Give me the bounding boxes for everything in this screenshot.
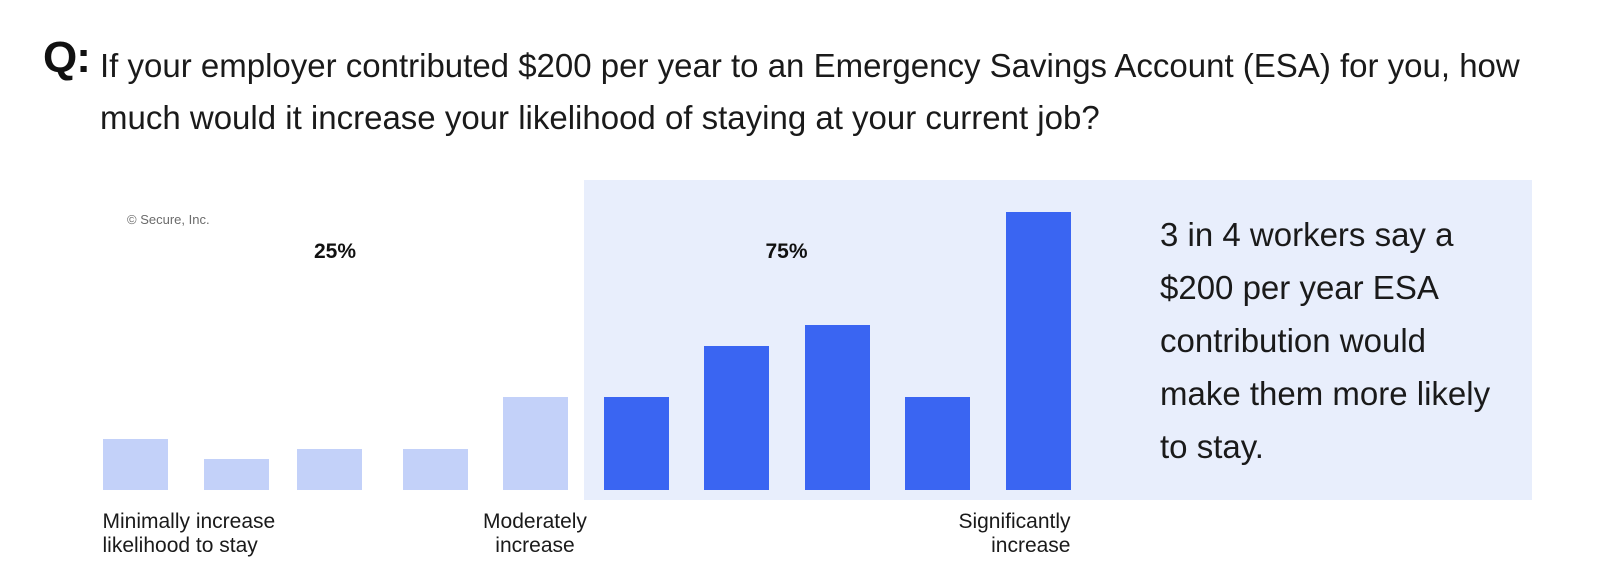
scale-label-1: Minimally increase likelihood to stay	[102, 510, 276, 557]
bar-9	[904, 397, 970, 490]
bar-5	[502, 397, 568, 490]
scale-label-3: Significantly increase	[958, 510, 1071, 557]
bar-10	[1005, 212, 1071, 490]
bar-7	[703, 345, 769, 490]
question-prefix: Q:	[43, 33, 91, 82]
bar-2	[203, 459, 269, 490]
bar-8	[804, 325, 870, 490]
copyright-notice: © Secure, Inc.	[127, 212, 210, 227]
bar-1	[102, 438, 168, 490]
group-label-2: 75%	[765, 240, 808, 263]
bar-6	[603, 397, 669, 490]
question-text: If your employer contributed $200 per ye…	[100, 47, 1520, 136]
bar-4	[402, 448, 468, 490]
callout-text: 3 in 4 workers say a $200 per year ESA c…	[1160, 216, 1491, 465]
scale-label-2: Moderately increase	[483, 510, 587, 557]
group-label-1: 25%	[313, 240, 357, 263]
bar-3	[296, 448, 362, 490]
